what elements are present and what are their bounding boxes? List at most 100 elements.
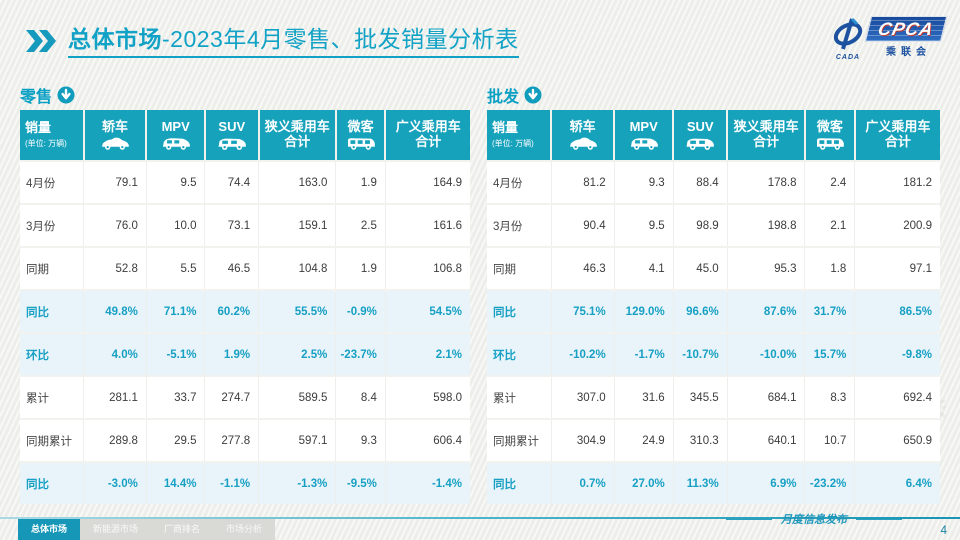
data-cell: 2.5% <box>258 332 336 376</box>
cpca-badge: CPCA <box>864 16 948 42</box>
down-arrow-circle-icon <box>524 86 542 104</box>
row-label: 累计 <box>20 375 84 419</box>
data-cell: -0.9% <box>335 289 386 333</box>
data-cell: 54.5% <box>384 289 470 333</box>
data-cell: 164.9 <box>384 160 470 204</box>
table-row: 同比 75.1% 129.0% 96.6% 87.6% 31.7% 86.5% <box>487 289 940 333</box>
cada-emblem: CADA <box>831 18 865 61</box>
data-cell: 181.2 <box>854 160 940 204</box>
data-cell: -3.0% <box>83 461 147 504</box>
data-cell: 0.7% <box>550 461 615 504</box>
data-cell: 2.5 <box>335 203 386 247</box>
row-label: 同期累计 <box>20 418 84 462</box>
data-cell: -23.7% <box>335 332 386 376</box>
data-cell: -1.1% <box>204 461 259 504</box>
column-header: 微客 <box>803 110 855 161</box>
row-label: 同比 <box>20 461 84 504</box>
data-cell: 159.1 <box>258 203 336 247</box>
data-cell: 10.7 <box>804 418 855 462</box>
data-cell: 98.9 <box>672 203 728 247</box>
row-label: 3月份 <box>487 203 552 247</box>
data-cell: 178.8 <box>726 160 805 204</box>
data-cell: 129.0% <box>613 289 674 333</box>
data-cell: 46.3 <box>550 246 615 290</box>
column-header-sales-unit: 销量 (单位: 万辆) <box>487 110 552 161</box>
column-header-sales-unit: 销量 (单位: 万辆) <box>20 110 84 161</box>
data-cell: -10.2% <box>550 332 615 376</box>
footer-divider-line <box>0 517 960 519</box>
footer-tab[interactable]: 厂商排名 <box>151 519 214 540</box>
data-cell: 4.0% <box>83 332 147 376</box>
data-cell: 95.3 <box>726 246 805 290</box>
column-header: 轿车 <box>82 110 147 161</box>
data-cell: 9.5 <box>613 203 674 247</box>
wholesale-panel-header: 批发 <box>487 84 940 106</box>
wholesale-table-header-row: 销量 (单位: 万辆) 轿车 MPV SUV 狭义乘用车 合计 微客 广义乘用车 合计 <box>487 110 940 161</box>
suv-icon <box>674 137 726 151</box>
data-cell: 650.9 <box>854 418 940 462</box>
data-cell: 88.4 <box>672 160 728 204</box>
table-row: 4月份 81.2 9.3 88.4 178.8 2.4 181.2 <box>487 160 940 204</box>
sedan-icon <box>85 137 146 151</box>
footer-tab[interactable]: 新能源市场 <box>80 519 152 540</box>
column-header: 广义乘用车 合计 <box>384 110 470 161</box>
column-header: 狭义乘用车 合计 <box>726 110 805 161</box>
data-cell: 277.8 <box>204 418 259 462</box>
page-number: 4 <box>940 523 947 537</box>
data-cell: 27.0% <box>613 461 674 504</box>
column-header: MPV <box>613 110 674 161</box>
data-cell: 5.5 <box>145 246 205 290</box>
data-cell: 55.5% <box>258 289 336 333</box>
data-cell: 597.1 <box>258 418 336 462</box>
retail-panel: 零售 销量 (单位: 万辆) 轿车 MPV SUV 狭义乘用车 合计 微客 广义乘用车 合计 4月… <box>20 84 470 504</box>
wholesale-panel: 批发 销量 (单位: 万辆) 轿车 MPV SUV 狭义乘用车 合计 微客 广义乘用车 合计 4月… <box>487 84 940 504</box>
data-cell: -23.2% <box>804 461 855 504</box>
data-cell: 90.4 <box>550 203 615 247</box>
page-title-section: 总体市场 <box>68 26 162 52</box>
publish-label-row: 月度信息发布 <box>726 511 902 527</box>
data-cell: 6.9% <box>726 461 805 504</box>
data-cell: 74.4 <box>204 160 259 204</box>
data-cell: 15.7% <box>804 332 855 376</box>
footer-tab[interactable]: 市场分析 <box>213 519 276 540</box>
data-cell: 97.1 <box>854 246 940 290</box>
data-cell: 274.7 <box>204 375 259 419</box>
minibus-icon <box>337 137 385 151</box>
data-cell: 606.4 <box>384 418 470 462</box>
cada-label: CADA <box>835 54 861 61</box>
row-label: 同期累计 <box>487 418 552 462</box>
data-cell: 281.1 <box>83 375 147 419</box>
column-header: MPV <box>145 110 205 161</box>
data-cell: 81.2 <box>550 160 615 204</box>
table-row: 同比 0.7% 27.0% 11.3% 6.9% -23.2% 6.4% <box>487 461 940 504</box>
data-cell: -10.0% <box>726 332 805 376</box>
data-cell: -9.5% <box>335 461 386 504</box>
data-cell: -5.1% <box>145 332 205 376</box>
table-row: 同期累计 289.8 29.5 277.8 597.1 9.3 606.4 <box>20 418 470 462</box>
data-cell: 345.5 <box>672 375 728 419</box>
data-cell: 106.8 <box>384 246 470 290</box>
data-cell: 589.5 <box>258 375 336 419</box>
data-cell: 24.9 <box>613 418 674 462</box>
data-cell: 289.8 <box>83 418 147 462</box>
data-cell: 76.0 <box>83 203 147 247</box>
data-cell: 33.7 <box>145 375 205 419</box>
data-cell: 8.4 <box>335 375 386 419</box>
data-cell: 8.3 <box>804 375 855 419</box>
data-cell: 198.8 <box>726 203 805 247</box>
publish-line-left <box>726 518 772 520</box>
data-cell: 96.6% <box>672 289 728 333</box>
data-cell: 49.8% <box>83 289 147 333</box>
data-cell: 310.3 <box>672 418 728 462</box>
data-cell: 60.2% <box>204 289 259 333</box>
column-header: SUV <box>672 110 728 161</box>
column-header: 广义乘用车 合计 <box>853 110 940 161</box>
data-cell: 1.8 <box>804 246 855 290</box>
data-cell: 104.8 <box>258 246 336 290</box>
data-cell: 4.1 <box>613 246 674 290</box>
table-row: 累计 281.1 33.7 274.7 589.5 8.4 598.0 <box>20 375 470 419</box>
footer-tab[interactable]: 总体市场 <box>18 519 81 540</box>
data-cell: 9.5 <box>145 160 205 204</box>
suv-icon <box>206 137 258 151</box>
